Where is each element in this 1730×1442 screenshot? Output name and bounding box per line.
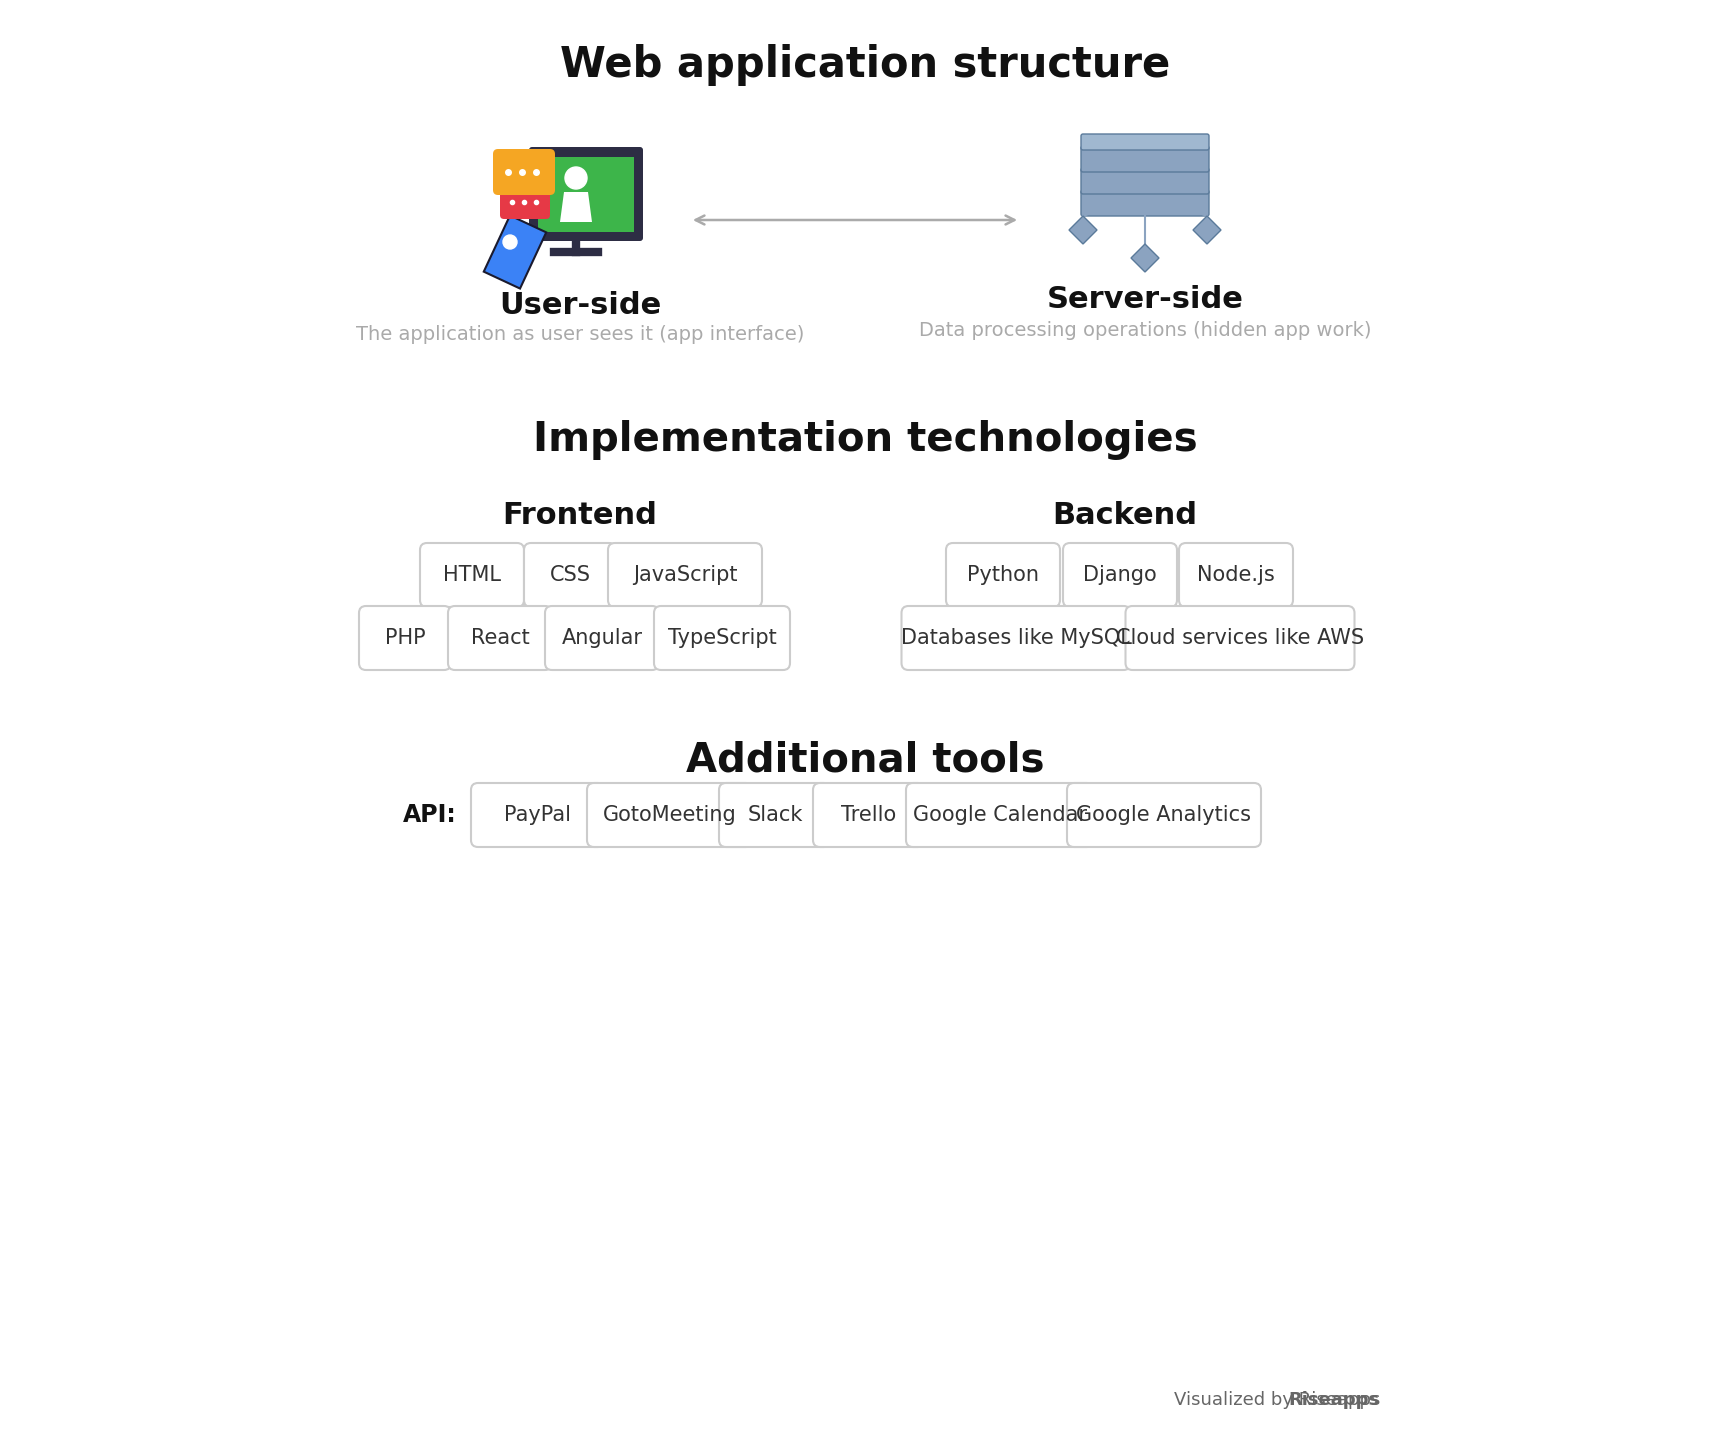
FancyBboxPatch shape <box>500 185 550 219</box>
Text: User-side: User-side <box>498 290 661 320</box>
Polygon shape <box>1131 244 1159 273</box>
Text: Python: Python <box>967 565 1040 585</box>
FancyBboxPatch shape <box>1126 606 1355 671</box>
Polygon shape <box>1194 216 1221 244</box>
FancyBboxPatch shape <box>720 783 830 846</box>
Circle shape <box>503 235 517 249</box>
FancyBboxPatch shape <box>1081 190 1209 216</box>
FancyBboxPatch shape <box>1081 134 1209 150</box>
FancyBboxPatch shape <box>420 544 524 607</box>
FancyBboxPatch shape <box>538 157 633 232</box>
Text: Web application structure: Web application structure <box>561 45 1169 87</box>
FancyBboxPatch shape <box>360 606 452 671</box>
Text: Backend: Backend <box>1052 500 1197 529</box>
FancyBboxPatch shape <box>524 544 616 607</box>
Text: React: React <box>471 629 529 647</box>
Text: PHP: PHP <box>384 629 426 647</box>
FancyBboxPatch shape <box>1180 544 1292 607</box>
FancyBboxPatch shape <box>607 544 761 607</box>
Text: Cloud services like AWS: Cloud services like AWS <box>1116 629 1363 647</box>
FancyBboxPatch shape <box>907 783 1093 846</box>
FancyBboxPatch shape <box>493 149 555 195</box>
FancyBboxPatch shape <box>545 606 659 671</box>
Text: Trello: Trello <box>841 805 896 825</box>
Polygon shape <box>1069 216 1097 244</box>
FancyBboxPatch shape <box>813 783 926 846</box>
Text: Data processing operations (hidden app work): Data processing operations (hidden app w… <box>919 320 1372 339</box>
Polygon shape <box>561 192 592 222</box>
Text: Django: Django <box>1083 565 1157 585</box>
Text: Node.js: Node.js <box>1197 565 1275 585</box>
Text: Google Analytics: Google Analytics <box>1076 805 1251 825</box>
Text: HTML: HTML <box>443 565 502 585</box>
Text: The application as user sees it (app interface): The application as user sees it (app int… <box>356 326 804 345</box>
Text: Angular: Angular <box>562 629 642 647</box>
FancyBboxPatch shape <box>1067 783 1261 846</box>
Text: PayPal: PayPal <box>505 805 571 825</box>
Text: Slack: Slack <box>747 805 803 825</box>
Text: JavaScript: JavaScript <box>633 565 737 585</box>
Text: Implementation technologies: Implementation technologies <box>533 420 1197 460</box>
FancyBboxPatch shape <box>1081 169 1209 195</box>
Text: TypeScript: TypeScript <box>668 629 777 647</box>
Text: Riseapps: Riseapps <box>1289 1392 1381 1409</box>
Text: GotoMeeting: GotoMeeting <box>604 805 737 825</box>
Text: Visualized by Riseapps: Visualized by Riseapps <box>1173 1392 1381 1409</box>
Text: Additional tools: Additional tools <box>685 740 1045 780</box>
FancyBboxPatch shape <box>1081 146 1209 172</box>
Text: API:: API: <box>403 803 457 828</box>
FancyBboxPatch shape <box>946 544 1060 607</box>
Text: Server-side: Server-side <box>1047 286 1244 314</box>
FancyBboxPatch shape <box>471 783 606 846</box>
Text: Google Calendar: Google Calendar <box>913 805 1086 825</box>
Text: Databases like MySQL: Databases like MySQL <box>901 629 1131 647</box>
Text: Frontend: Frontend <box>502 500 657 529</box>
FancyBboxPatch shape <box>901 606 1130 671</box>
FancyBboxPatch shape <box>1062 544 1176 607</box>
FancyBboxPatch shape <box>586 783 753 846</box>
Polygon shape <box>484 215 547 288</box>
FancyBboxPatch shape <box>448 606 552 671</box>
FancyBboxPatch shape <box>529 147 644 241</box>
FancyBboxPatch shape <box>654 606 791 671</box>
Circle shape <box>566 167 586 189</box>
Text: CSS: CSS <box>550 565 590 585</box>
